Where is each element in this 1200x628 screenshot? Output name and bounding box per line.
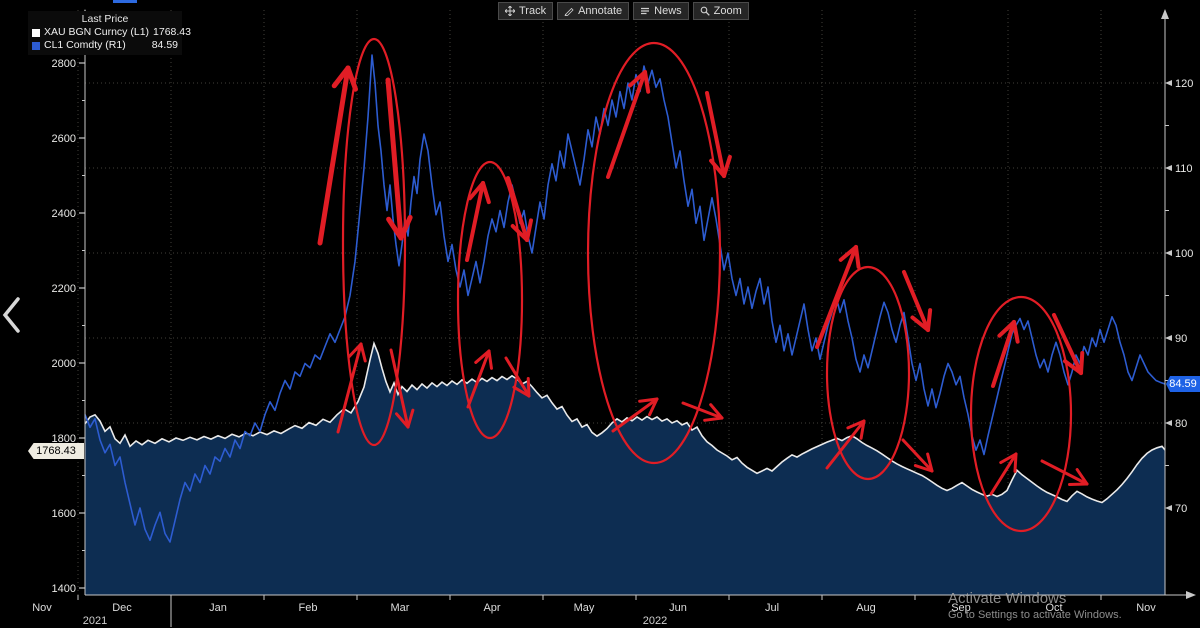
x-axis-month-label: Jun <box>669 602 687 614</box>
legend-series-value: 84.59 <box>151 39 178 51</box>
x-axis-year-label: 2021 <box>83 615 107 627</box>
annotation-arrow <box>825 419 866 470</box>
annotation-arrow <box>336 342 367 434</box>
left-axis-tick-label: 1800 <box>52 433 76 445</box>
right-axis-tick-label: 90 <box>1175 333 1187 345</box>
annotation-ellipse <box>456 160 524 440</box>
left-axis-tick-label: 2800 <box>52 58 76 70</box>
annotation-arrow <box>989 452 1018 496</box>
gold-price-line <box>84 340 1166 504</box>
annotation-arrow <box>389 348 415 429</box>
chart-legend: Last Price XAU BGN Curncy (L1) 1768.43 CL1… <box>28 11 191 55</box>
annotation-arrow <box>466 349 493 409</box>
legend-swatch-icon <box>32 41 40 50</box>
red-annotations <box>317 37 1089 533</box>
left-axis-tick-label: 2000 <box>52 358 76 370</box>
annotation-arrow <box>611 397 659 433</box>
annotation-arrow <box>465 181 491 262</box>
legend-series-name: CL1 Comdty (R1) <box>44 39 126 51</box>
legend-swatch-icon <box>32 28 40 37</box>
toolbar-button-news[interactable]: News <box>633 2 689 20</box>
legend-series-row[interactable]: CL1 Comdty (R1) 84.59 <box>32 39 178 52</box>
gold-last-price-badge: 1768.43 <box>28 443 84 459</box>
zoom-icon <box>700 6 710 16</box>
oil-price-line <box>84 54 1166 543</box>
annotation-arrow <box>705 91 732 178</box>
annotation-ellipse <box>586 41 722 465</box>
toolbar-button-label: Track <box>519 5 547 17</box>
axes: 2800 2600 2400 2200 2000 1800 1600 1400 120 110 10… <box>32 9 1196 627</box>
chart-toolbar: Track Annotate News Zoom <box>498 2 749 20</box>
x-axis-month-label: Dec <box>112 602 132 614</box>
annotation-ellipse <box>341 37 407 447</box>
gold-area-fill <box>85 343 1165 595</box>
annotate-icon <box>564 6 574 16</box>
x-axis-month-label: Oct <box>1045 602 1062 614</box>
panel-collapse-chevron-icon[interactable] <box>0 293 24 337</box>
legend-series-value: 1768.43 <box>153 26 191 38</box>
annotation-arrow <box>385 77 413 241</box>
toolbar-button-label: Annotate <box>578 5 623 17</box>
toolbar-button-track[interactable]: Track <box>498 2 554 20</box>
annotation-arrow <box>815 245 861 349</box>
annotation-arrow <box>317 65 359 246</box>
top-edge-marker <box>113 0 137 3</box>
track-icon <box>505 6 515 16</box>
right-axis-tick-label: 70 <box>1175 503 1187 515</box>
x-axis-month-label: May <box>574 602 595 614</box>
x-axis-month-label: Jan <box>209 602 227 614</box>
x-axis-month-label: Apr <box>483 602 500 614</box>
x-axis-month-label: Sep <box>951 602 971 614</box>
x-axis-month-label: Mar <box>391 602 410 614</box>
annotation-arrow <box>1040 459 1089 486</box>
toolbar-button-label: News <box>654 5 682 17</box>
oil-last-price-badge: 84.59 <box>1166 376 1200 392</box>
annotation-arrow <box>606 70 651 179</box>
news-icon <box>640 6 650 16</box>
legend-title: Last Price <box>81 13 129 25</box>
left-axis-tick-label: 1600 <box>52 508 76 520</box>
annotation-arrow <box>681 401 724 422</box>
right-axis-tick-label: 100 <box>1175 248 1193 260</box>
x-axis-year-label: 2022 <box>643 615 667 627</box>
toolbar-button-label: Zoom <box>713 5 742 17</box>
right-axis-tick-label: 120 <box>1175 78 1193 90</box>
left-axis-tick-label: 2200 <box>52 283 76 295</box>
toolbar-button-zoom[interactable]: Zoom <box>692 2 749 20</box>
right-axis-tick-label: 110 <box>1175 163 1193 175</box>
x-axis-month-label: Nov <box>1136 602 1156 614</box>
series-lines <box>84 54 1166 595</box>
annotation-arrow <box>1052 313 1085 375</box>
x-axis-month-label: Jul <box>765 602 779 614</box>
toolbar-button-annotate[interactable]: Annotate <box>557 2 630 20</box>
legend-series-row[interactable]: XAU BGN Curncy (L1) 1768.43 <box>32 26 191 39</box>
legend-series-name: XAU BGN Curncy (L1) <box>44 26 150 38</box>
annotation-ellipse <box>825 265 911 481</box>
annotation-ellipse <box>969 295 1073 533</box>
left-axis-tick-label: 2400 <box>52 208 76 220</box>
left-axis-tick-label: 2600 <box>52 133 76 145</box>
x-axis-month-label: Feb <box>299 602 318 614</box>
annotation-arrow <box>991 320 1020 388</box>
annotation-arrow <box>902 270 933 332</box>
x-axis-month-label: Aug <box>856 602 876 614</box>
annotation-arrow <box>901 438 934 473</box>
annotation-arrow <box>506 176 534 242</box>
annotation-arrow <box>504 356 531 398</box>
right-axis-tick-label: 80 <box>1175 418 1187 430</box>
left-axis-tick-label: 1400 <box>52 583 76 595</box>
x-axis-month-label: Nov <box>32 602 52 614</box>
